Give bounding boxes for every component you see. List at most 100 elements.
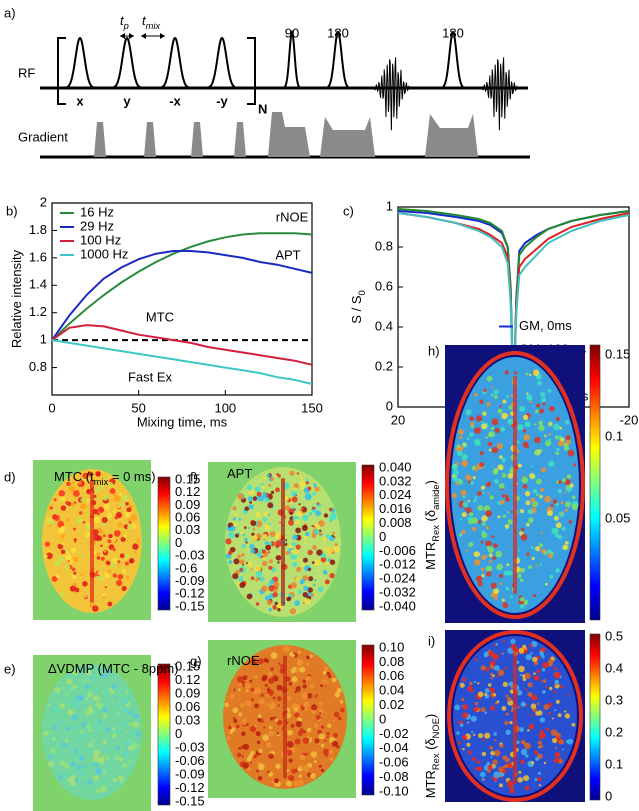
speckle [299,754,306,760]
speckle [48,760,55,767]
speckle [255,570,263,577]
speckle [560,501,564,505]
speckle [505,712,509,716]
speckle [324,739,327,742]
speckle [460,489,467,496]
speckle [565,434,571,440]
rf-pulse [283,29,301,89]
speckle [534,450,539,456]
speckle [492,468,499,475]
speckle [485,565,493,572]
speckle [490,582,497,589]
speckle [518,665,525,673]
speckle [125,730,128,734]
speckle [64,565,71,571]
speckle [527,509,534,515]
speckle [68,560,70,563]
speckle [470,481,474,485]
speckle [286,695,292,702]
series-line [51,250,313,341]
speckle [497,669,505,676]
y-tick-label: 1 [40,332,47,347]
speckle [104,689,111,695]
speckle [277,561,280,564]
speckle [232,573,239,580]
speckle [70,502,76,508]
speckle [532,369,540,376]
speckle [86,489,92,495]
speckle [268,677,275,684]
colorbar [589,633,601,801]
map-title: MTRRex (δNOE) [423,714,441,799]
speckle [539,744,544,749]
speckle [297,589,303,595]
speckle [250,576,255,580]
speckle [234,513,238,517]
speckle [488,553,493,558]
speckle [296,510,303,517]
speckle [304,598,311,605]
speckle [564,541,569,545]
speckle [529,400,532,404]
speckle [274,779,278,783]
speckle [249,725,257,733]
speckle [123,524,129,530]
speckle [255,659,258,662]
speckle [311,484,314,488]
speckle [239,559,245,565]
rf-label: RF [18,65,35,80]
speckle [121,722,125,727]
speckle [73,538,77,542]
speckle [530,497,536,503]
speckle [507,472,514,479]
text-part: MTR [423,770,438,798]
speckle [95,763,99,767]
speckle [293,652,296,655]
speckle [107,601,113,607]
speckle [488,687,492,691]
speckle [494,665,500,671]
speckle [52,707,59,713]
speckle [302,509,306,512]
speckle [486,761,491,766]
annotation: MTC [146,309,174,324]
speckle [551,527,558,535]
speckle [89,675,93,679]
speckle [116,579,123,587]
speckle [493,543,498,548]
speckle [289,512,293,515]
speckle [526,522,530,527]
speckle [104,586,108,589]
speckle [273,716,277,720]
speckle [462,677,467,682]
tmix-label: tmix [142,13,160,31]
speckle [325,534,331,540]
speckle [236,752,242,758]
colorbar-label: 0.1 [605,428,623,443]
speckle [490,750,495,756]
speckle [118,726,121,730]
speckle [484,711,488,715]
speckle [70,761,77,767]
speckle [465,409,472,416]
speckle [101,706,108,713]
x-tick-label: 50 [131,400,145,415]
speckle [86,748,91,752]
speckle [82,503,87,508]
speckle [545,440,552,447]
speckle [485,436,488,439]
speckle [73,571,77,575]
speckle [527,682,533,688]
speckle [301,692,308,700]
speckle [557,713,562,718]
speckle [482,738,485,742]
speckle [47,754,53,759]
speckle [291,676,298,682]
speckle [530,651,533,655]
speckle [491,694,494,698]
speckle [502,399,507,404]
speckle [121,698,128,705]
speckle [233,523,237,527]
speckle [467,721,470,724]
speckle [538,424,545,432]
